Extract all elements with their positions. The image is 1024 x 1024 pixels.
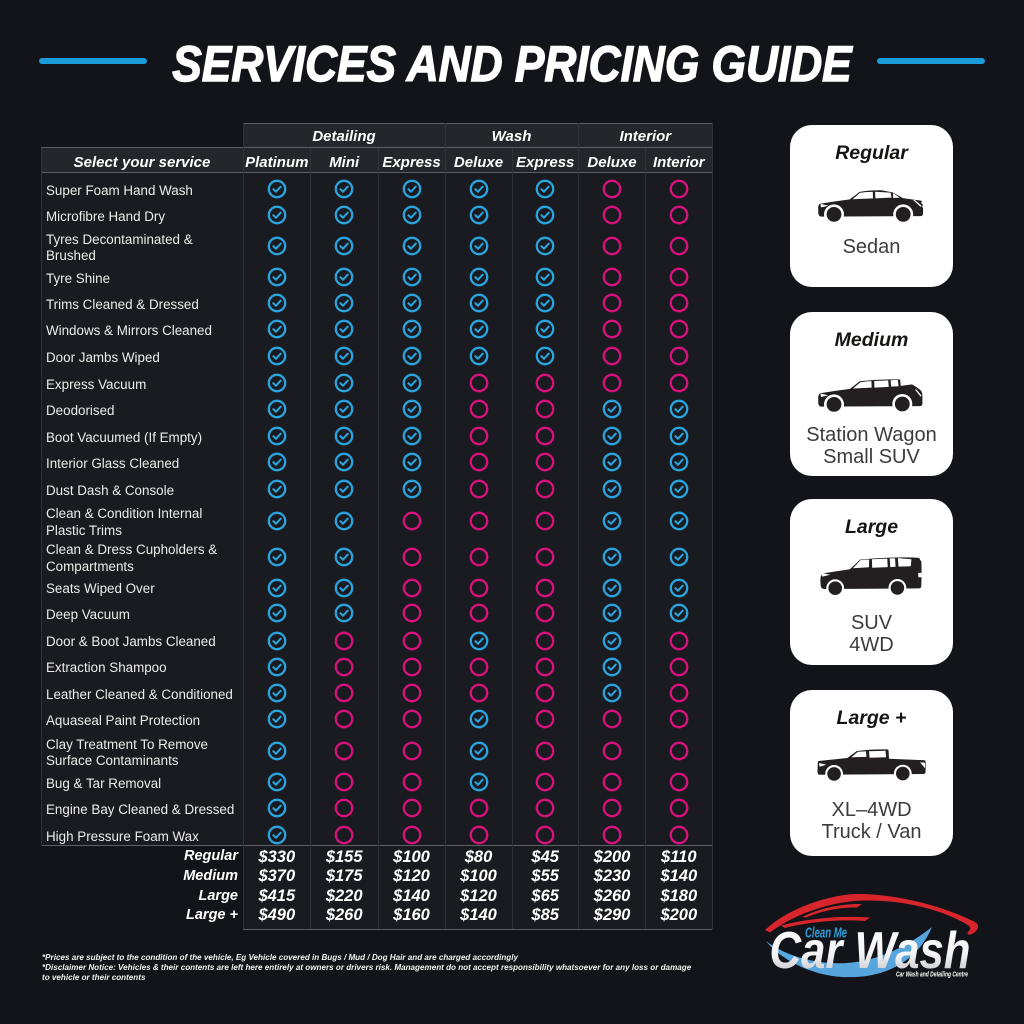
svg-text:Clean Me: Clean Me (805, 926, 847, 942)
svg-text:Car Wash and Detailing Centre: Car Wash and Detailing Centre (896, 970, 968, 979)
svg-text:Car Wash: Car Wash (770, 922, 971, 980)
